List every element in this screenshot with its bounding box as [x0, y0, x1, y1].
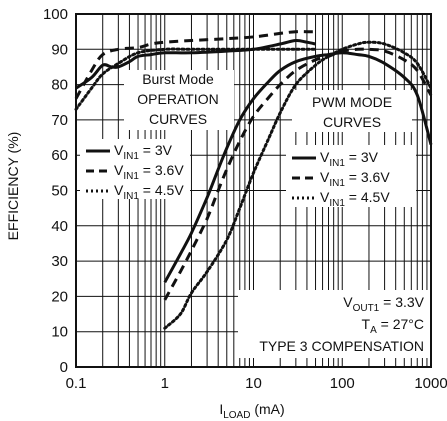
burst-label-line-2: OPERATION	[137, 91, 218, 107]
pwm-legend-entry-2: VIN1 = 3.6V	[320, 169, 390, 189]
ta-condition: TA = 27°C	[362, 316, 424, 336]
burst-legend-entry-2: VIN1 = 3.6V	[114, 162, 184, 182]
x-tick-label: 10	[245, 375, 262, 392]
tick-labels: 0.1 1 10 100 1000 0 10 20 30 40 50 60 70 80 90 100	[43, 6, 447, 392]
burst-label: Burst Mode OPERATION CURVES	[137, 71, 218, 127]
burst-label-box	[124, 70, 234, 130]
pwm-legend-entry-3: VIN1 = 4.5V	[320, 189, 390, 209]
pwm-curve-dashed	[163, 47, 433, 301]
y-tick-label: 10	[51, 324, 68, 341]
pwm-curve-solid	[163, 51, 433, 284]
x-axis-label: ILOAD (mA)	[219, 401, 284, 421]
conditions-annotation: VOUT1 = 3.3V TA = 27°C TYPE 3 COMPENSATI…	[259, 294, 424, 354]
x-tick-label: 0.1	[66, 375, 87, 392]
y-tick-label: 50	[51, 183, 68, 200]
curves	[74, 30, 433, 330]
pwm-label: PWM MODE CURVES	[312, 94, 392, 130]
burst-label-line-3: CURVES	[149, 111, 207, 127]
burst-curve-solid	[75, 38, 316, 90]
y-tick-label: 40	[51, 218, 68, 235]
burst-curve-dashed	[74, 30, 316, 100]
plot-frame	[75, 13, 432, 368]
burst-legend-entry-1: VIN1 = 3V	[114, 142, 173, 162]
burst-label-line-1: Burst Mode	[142, 71, 214, 87]
y-tick-label: 30	[51, 253, 68, 270]
compensation-condition: TYPE 3 COMPENSATION	[259, 338, 424, 354]
x-tick-label: 100	[330, 375, 355, 392]
y-tick-label: 70	[51, 112, 68, 129]
pwm-legend: VIN1 = 3V VIN1 = 3.6V VIN1 = 4.5V	[292, 149, 390, 209]
x-tick-label: 1000	[414, 375, 447, 392]
vout-condition: VOUT1 = 3.3V	[343, 294, 424, 314]
pwm-label-line-2: CURVES	[323, 114, 381, 130]
y-tick-label: 20	[51, 288, 68, 305]
pwm-label-box	[292, 90, 412, 132]
burst-curve-dotted	[74, 47, 317, 111]
burst-legend: VIN1 = 3V VIN1 = 3.6V VIN1 = 4.5V	[86, 142, 184, 202]
annotation-boxes	[80, 70, 430, 358]
conditions-box	[238, 290, 430, 358]
y-tick-label: 80	[51, 77, 68, 94]
burst-legend-entry-3: VIN1 = 4.5V	[114, 182, 184, 202]
y-tick-label: 60	[51, 147, 68, 164]
pwm-label-line-1: PWM MODE	[312, 94, 392, 110]
y-tick-label: 90	[51, 41, 68, 58]
burst-legend-box	[80, 139, 190, 199]
y-tick-label: 100	[43, 6, 68, 23]
x-tick-label: 1	[161, 375, 169, 392]
pwm-legend-entry-1: VIN1 = 3V	[320, 149, 379, 169]
pwm-curve-dotted	[163, 40, 433, 330]
y-axis-label: EFFICIENCY (%)	[5, 132, 21, 241]
y-tick-label: 0	[60, 359, 68, 376]
